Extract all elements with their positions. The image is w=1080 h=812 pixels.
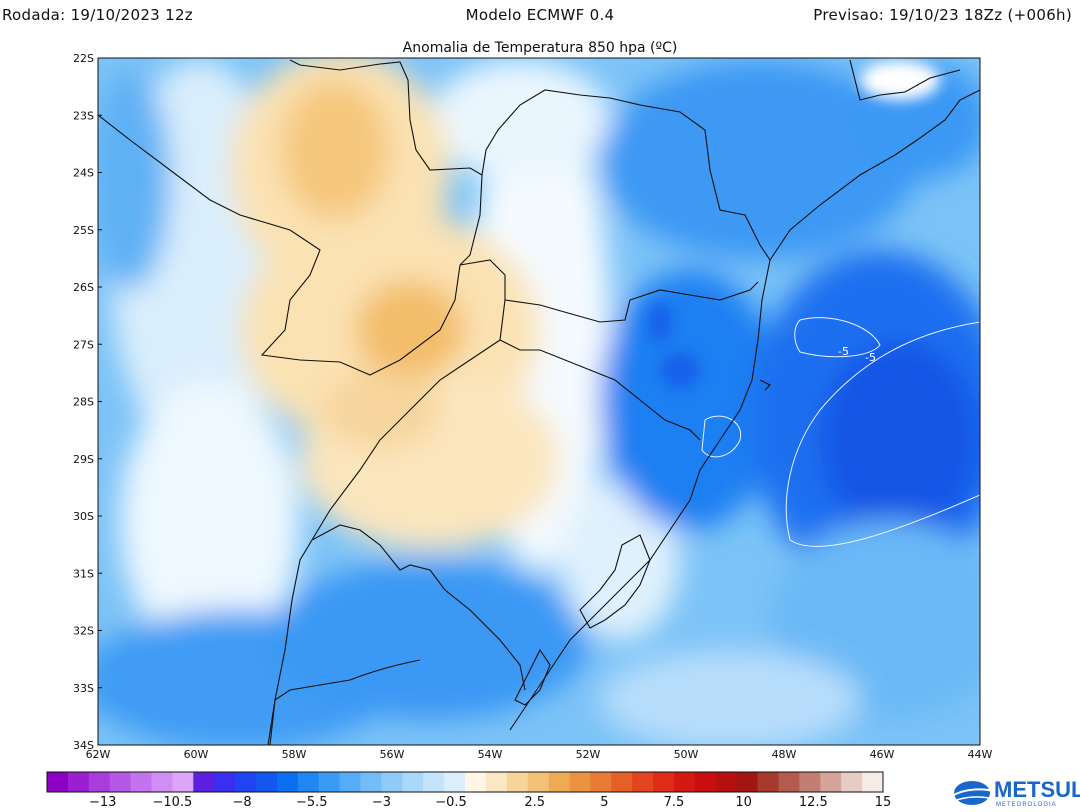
contour-label: -5 (838, 345, 849, 358)
latitude-label: 34S (73, 739, 94, 752)
colorbar-swatch (548, 772, 570, 792)
colorbar-swatch (402, 772, 424, 792)
colorbar-swatch (715, 772, 738, 792)
colorbar-swatch (193, 772, 215, 792)
colorbar-swatch (276, 772, 299, 792)
longitude-label: 60W (184, 748, 209, 761)
colorbar-swatch (841, 772, 863, 792)
colorbar-swatch (151, 772, 173, 792)
colorbar-swatch (360, 772, 382, 792)
latitude-label: 30S (73, 510, 94, 523)
longitude-label: 44W (968, 748, 993, 761)
colorbar-swatch (694, 772, 717, 792)
colorbar-swatch (590, 772, 612, 792)
colorbar-swatch (632, 772, 654, 792)
colorbar-labels: −13 −10.5 −8 −5.5 −3 −0.5 2.5 5 7.5 10 12.5 15 (89, 795, 891, 810)
colorbar-swatch (318, 772, 341, 792)
colorbar-swatch (47, 772, 69, 792)
colorbar-label: −13 (89, 795, 116, 810)
metsul-logo: METSUL METEOROLOGIA (951, 777, 1080, 808)
latitude-label: 33S (73, 682, 94, 695)
longitude-label: 58W (282, 748, 307, 761)
logo-wordmark: METSUL (994, 777, 1080, 802)
colorbar-label: 10 (735, 795, 752, 810)
latitude-label: 31S (73, 567, 94, 580)
colorbar-swatch (569, 772, 591, 792)
map-title: Anomalia de Temperatura 850 hpa (ºC) (402, 40, 678, 56)
colorbar-frame (46, 771, 884, 793)
colorbar-swatch (465, 772, 487, 792)
colorbar-swatch (297, 772, 320, 792)
latitude-label: 22S (73, 52, 94, 65)
latitude-label: 29S (73, 453, 94, 466)
colorbar-label: −8 (232, 795, 251, 810)
longitude-label: 50W (674, 748, 699, 761)
latitude-label: 26S (73, 281, 94, 294)
colorbar-swatch (423, 772, 445, 792)
colorbar-swatch (130, 772, 152, 792)
colorbar-swatch (778, 772, 800, 792)
longitude-label: 56W (380, 748, 405, 761)
longitude-label: 62W (86, 748, 111, 761)
colorbar-swatch (214, 772, 236, 792)
longitude-label: 46W (870, 748, 895, 761)
model-name-label: Modelo ECMWF 0.4 (465, 6, 615, 24)
colorbar-label: 12.5 (799, 795, 828, 810)
colorbar-swatch (172, 772, 194, 792)
colorbar-swatch (757, 772, 779, 792)
latitude-label: 24S (73, 167, 94, 180)
colorbar-swatch (799, 772, 821, 792)
colorbar-swatch (862, 772, 884, 792)
colorbar-label: 15 (875, 795, 892, 810)
colorbar-swatch (67, 772, 90, 792)
colorbar-swatch (235, 772, 257, 792)
colorbar (46, 771, 884, 793)
colorbar-label: −0.5 (435, 795, 467, 810)
colorbar-swatch (611, 772, 633, 792)
longitude-label: 52W (576, 748, 601, 761)
borders-and-coastline (98, 59, 980, 745)
forecast-time-label: Previsao: 19/10/23 18Zz (+006h) (813, 6, 1072, 24)
colorbar-swatch (381, 772, 403, 792)
colorbar-swatch (88, 772, 111, 792)
longitude-label: 54W (478, 748, 503, 761)
longitude-axis: 62W 60W 58W 56W 54W 52W 50W 48W 46W 44W (86, 748, 993, 761)
logo-tagline: METEOROLOGIA (996, 802, 1057, 808)
colorbar-label: 7.5 (664, 795, 685, 810)
latitude-label: 25S (73, 224, 94, 237)
contour-label: -5 (865, 351, 876, 364)
colorbar-label: 5 (600, 795, 608, 810)
colorbar-swatch (820, 772, 842, 792)
latitude-label: 27S (73, 338, 94, 351)
colorbar-swatch (506, 772, 529, 792)
colorbar-swatch (653, 772, 675, 792)
run-time-label: Rodada: 19/10/2023 12z (2, 6, 193, 24)
colorbar-swatch (485, 772, 508, 792)
latitude-axis: 22S 23S 24S 25S 26S 27S 28S 29S 30S 31S 32S 33S 34S (73, 52, 102, 752)
colorbar-swatch (674, 772, 696, 792)
colorbar-swatch (109, 772, 132, 792)
longitude-label: 48W (772, 748, 797, 761)
latitude-label: 32S (73, 625, 94, 638)
colorbar-swatch (527, 772, 550, 792)
latitude-label: 28S (73, 396, 94, 409)
colorbar-swatch (339, 772, 361, 792)
anomaly-field (98, 58, 980, 745)
colorbar-swatch (736, 772, 759, 792)
colorbar-label: 2.5 (524, 795, 545, 810)
colorbar-label: −3 (372, 795, 391, 810)
colorbar-label: −10.5 (152, 795, 192, 810)
colorbar-swatch (256, 772, 278, 792)
latitude-label: 23S (73, 109, 94, 122)
colorbar-swatch (444, 772, 466, 792)
colorbar-label: −5.5 (296, 795, 328, 810)
